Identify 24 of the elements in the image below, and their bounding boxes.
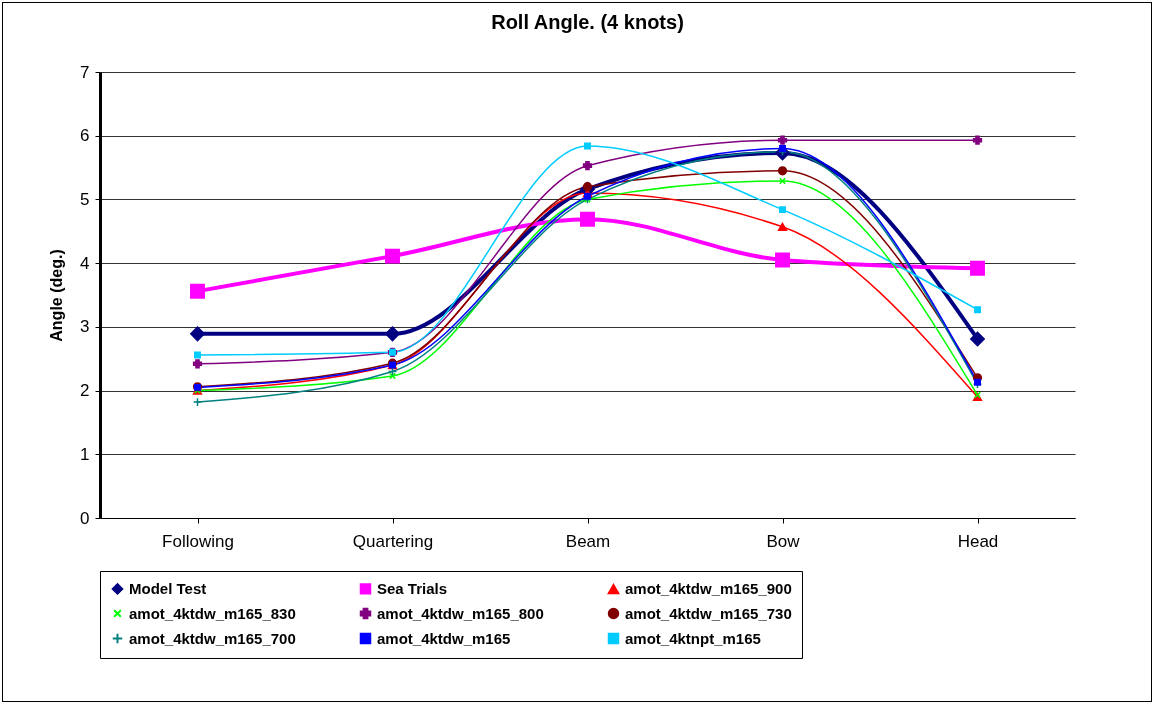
x-tick-label: Bow: [766, 531, 801, 551]
x-tick-label: Head: [957, 531, 999, 551]
legend-label: amot_4ktdw_m165_830: [129, 604, 296, 622]
legend-label: amot_4ktnpt_m165: [625, 629, 761, 647]
legend-label: Sea Trials: [377, 579, 448, 597]
y-tick-label: 2: [80, 381, 90, 401]
legend-label: amot_4ktdw_m165_730: [625, 604, 792, 622]
legend-label: amot_4ktdw_m165_700: [129, 629, 296, 647]
y-tick-label: 5: [80, 189, 90, 209]
y-tick-label: 6: [80, 126, 90, 146]
y-axis-title: Angle (deg.): [48, 249, 66, 342]
x-tick-label: Beam: [565, 531, 611, 551]
legend-label: amot_4ktdw_m165_800: [377, 604, 544, 622]
y-tick-label: 7: [80, 62, 90, 82]
y-tick-label: 1: [80, 444, 90, 464]
legend-label: Model Test: [129, 579, 207, 597]
chart-title: Roll Angle. (4 knots): [491, 11, 684, 33]
legend-label: amot_4ktdw_m165_900: [625, 580, 792, 598]
y-tick-label: 0: [80, 508, 90, 528]
y-tick-label: 4: [80, 253, 90, 273]
legend-label: amot_4ktdw_m165: [377, 629, 511, 647]
y-tick-label: 3: [80, 317, 90, 337]
x-tick-label: Following: [162, 531, 234, 551]
x-tick-label: Quartering: [352, 531, 434, 551]
